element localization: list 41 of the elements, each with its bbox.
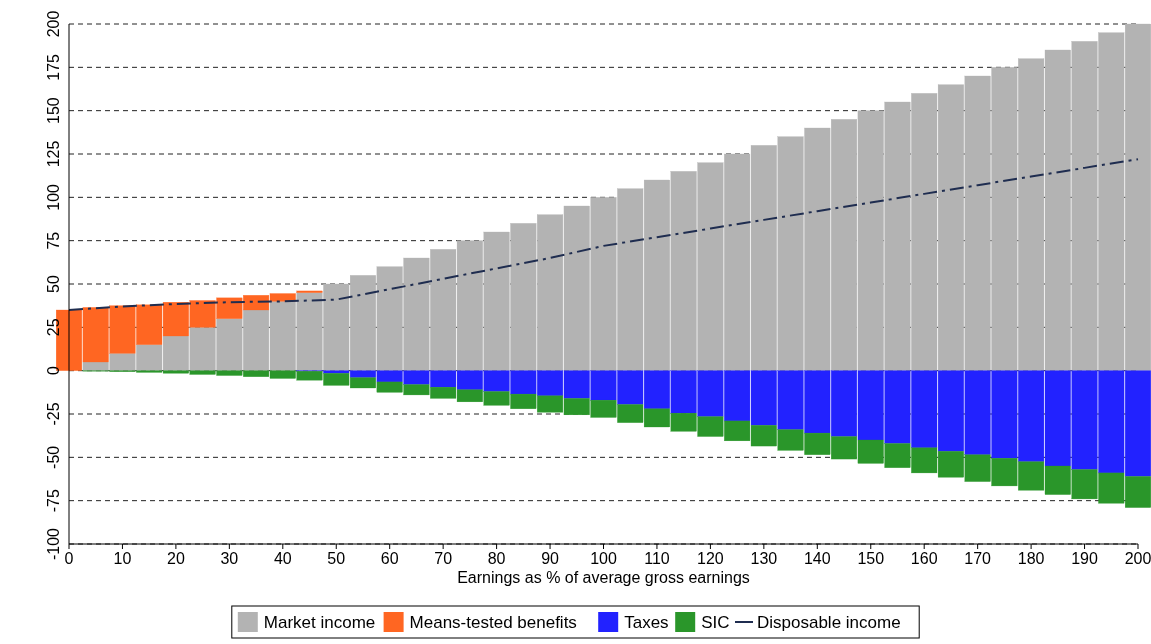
x-tick-label: 110 — [644, 550, 670, 567]
x-tick-label: 170 — [964, 550, 992, 567]
x-tick-label: 130 — [750, 550, 778, 567]
x-tick-label: 70 — [434, 550, 453, 567]
x-tick-label: 200 — [1124, 550, 1151, 567]
y-tick-label: 25 — [45, 318, 62, 337]
y-tick-label: 75 — [45, 231, 62, 250]
y-tick-label: -25 — [45, 402, 62, 426]
y-tick-label: 0 — [45, 366, 62, 376]
x-tick-label: 160 — [910, 550, 938, 567]
x-tick-label: 150 — [857, 550, 885, 567]
y-tick-label: 175 — [45, 53, 62, 81]
x-tick-label: 10 — [113, 550, 132, 567]
x-axis-title: Earnings as % of average gross earnings — [457, 569, 750, 586]
y-tick-label: -50 — [45, 445, 62, 469]
legend-label: Means-tested benefits — [409, 613, 577, 632]
y-tick-label: 125 — [45, 140, 62, 168]
x-tick-label: 90 — [541, 550, 560, 567]
x-tick-label: 50 — [327, 550, 346, 567]
line-series — [68, 158, 1139, 311]
y-tick-label: 100 — [45, 183, 62, 211]
legend-label: Taxes — [624, 613, 669, 632]
y-tick-label: -75 — [45, 489, 62, 513]
x-tick-label: 60 — [380, 550, 399, 567]
x-tick-label: 100 — [590, 550, 617, 567]
y-tick-label: 200 — [45, 10, 62, 38]
x-tick-label: 190 — [1071, 550, 1098, 567]
x-tick-label: 180 — [1017, 550, 1045, 567]
x-tick-label: 140 — [803, 550, 831, 567]
y-tick-label: -100 — [45, 527, 62, 561]
y-tick-label: 150 — [45, 97, 62, 125]
x-tick-label: 20 — [167, 550, 185, 567]
x-tick-label: 80 — [487, 550, 506, 567]
x-tick-label: 40 — [273, 550, 292, 567]
legend-label: Market income — [263, 613, 376, 632]
legend-label: SIC — [701, 613, 730, 632]
legend-label: Disposable income — [757, 613, 901, 632]
x-tick-label: 120 — [697, 550, 724, 567]
y-tick-label: 50 — [45, 275, 62, 293]
x-tick-label: 0 — [64, 550, 74, 567]
x-tick-label: 30 — [220, 550, 239, 567]
